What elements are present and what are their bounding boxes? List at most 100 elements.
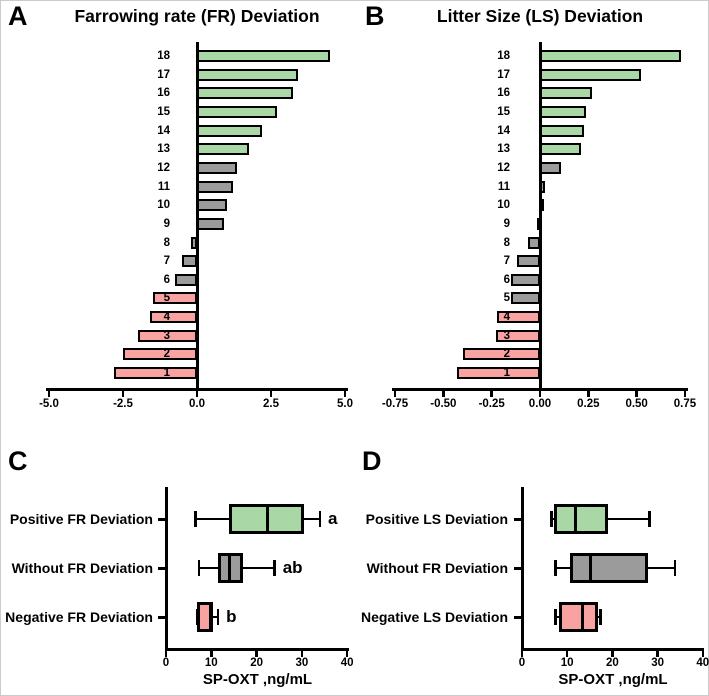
panel-label-c: C bbox=[8, 446, 28, 476]
bar-number-label: 18 bbox=[157, 50, 170, 62]
x-axis-tick bbox=[635, 391, 638, 397]
bar-number-label: 4 bbox=[503, 311, 510, 324]
whisker-high-line bbox=[213, 615, 219, 619]
bar-number-label: 2 bbox=[503, 348, 510, 361]
x-axis-tick bbox=[683, 391, 687, 397]
bar-number-label: 9 bbox=[503, 217, 510, 230]
x-axis-line bbox=[164, 648, 349, 651]
median-line bbox=[573, 504, 577, 534]
box bbox=[570, 553, 649, 583]
x-tick-label: 0.75 bbox=[673, 398, 697, 410]
bar-number-label: 17 bbox=[157, 68, 170, 81]
category-tick bbox=[514, 566, 522, 570]
whisker-high-cap bbox=[216, 609, 220, 625]
whisker-high-cap bbox=[273, 560, 276, 576]
x-tick-label: 40 bbox=[340, 657, 354, 669]
x-axis-tick bbox=[121, 391, 125, 397]
x-tick-label: 0.0 bbox=[189, 398, 205, 410]
bar-number-label: 5 bbox=[503, 292, 510, 305]
x-tick-label: -2.5 bbox=[113, 398, 133, 410]
whisker-high-cap bbox=[648, 511, 651, 527]
x-axis-tick bbox=[611, 651, 614, 657]
bar-number-label: 2 bbox=[163, 348, 170, 361]
whisker-low-cap bbox=[554, 609, 557, 625]
x-axis-line bbox=[46, 388, 348, 391]
bar-number-label: 7 bbox=[503, 255, 510, 268]
x-tick-label: 0 bbox=[162, 657, 170, 669]
significance-label: ab bbox=[282, 558, 303, 577]
x-tick-label: 0.50 bbox=[625, 398, 648, 410]
bar-number-label: 1 bbox=[503, 367, 510, 380]
bar-number-label: 11 bbox=[497, 180, 510, 193]
significance-label: b bbox=[226, 607, 237, 626]
x-axis-tick bbox=[210, 651, 213, 657]
bar-number-label: 8 bbox=[163, 236, 170, 249]
x-axis-tick bbox=[164, 651, 168, 657]
whisker-high-line bbox=[607, 517, 650, 521]
whisker-low-cap bbox=[194, 511, 197, 527]
bar-number-label: 18 bbox=[497, 50, 510, 62]
bar-number-label: 1 bbox=[163, 367, 170, 380]
x-tick-label: 40 bbox=[696, 657, 709, 669]
x-axis-line bbox=[392, 388, 688, 391]
x-axis-tick bbox=[442, 391, 445, 397]
bar-number-label: 9 bbox=[163, 217, 170, 230]
category-tick bbox=[158, 517, 166, 521]
x-tick-label: 20 bbox=[605, 657, 619, 669]
x-tick-label: 5.0 bbox=[337, 398, 353, 410]
x-axis-tick bbox=[656, 651, 659, 657]
y-axis-line bbox=[164, 487, 168, 651]
x-tick-label: -0.50 bbox=[430, 398, 457, 410]
x-axis-tick bbox=[587, 391, 590, 397]
y-axis-line bbox=[520, 487, 524, 651]
bar-number-label: 13 bbox=[157, 143, 170, 156]
bar-number-label: 7 bbox=[163, 255, 170, 268]
category-tick bbox=[514, 517, 522, 521]
bar-number-label: 15 bbox=[157, 105, 170, 118]
bar-number-label: 14 bbox=[497, 124, 510, 137]
bar-number-label: 8 bbox=[503, 236, 510, 249]
category-tick bbox=[158, 615, 166, 619]
whisker-high-cap bbox=[599, 609, 602, 625]
bar-number-label: 15 bbox=[497, 105, 510, 118]
x-axis-tick bbox=[393, 391, 397, 397]
bar-number-label: 16 bbox=[157, 87, 170, 100]
bar-number-label: 4 bbox=[163, 311, 170, 324]
x-axis-tick bbox=[345, 651, 349, 657]
whisker-low-line bbox=[199, 566, 219, 570]
x-axis-tick bbox=[47, 391, 51, 397]
x-axis-line bbox=[520, 648, 704, 651]
x-axis-tick bbox=[520, 651, 524, 657]
x-tick-label: -0.25 bbox=[478, 398, 505, 410]
zero-axis-line bbox=[195, 42, 199, 391]
x-tick-label: -5.0 bbox=[39, 398, 59, 410]
x-tick-label: 0.25 bbox=[577, 398, 600, 410]
x-tick-label: 20 bbox=[250, 657, 263, 669]
x-axis-tick bbox=[538, 391, 542, 397]
x-tick-label: 10 bbox=[560, 657, 574, 669]
bar-number-label: 3 bbox=[163, 329, 170, 342]
panel-label-d: D bbox=[362, 446, 382, 476]
whisker-high-cap bbox=[318, 511, 322, 527]
x-axis-tick bbox=[195, 391, 199, 397]
bar-number-label: 10 bbox=[157, 199, 170, 212]
x-tick-label: -0.75 bbox=[381, 398, 409, 410]
category-tick bbox=[158, 566, 166, 570]
whisker-low-line bbox=[555, 615, 559, 619]
x-tick-label: 10 bbox=[204, 657, 218, 669]
bar-number-label: 16 bbox=[497, 87, 510, 100]
x-tick-label: 0 bbox=[518, 657, 526, 669]
x-tick-label: 2.5 bbox=[263, 398, 279, 410]
bar-number-label: 12 bbox=[497, 161, 510, 174]
bar-number-label: 14 bbox=[157, 124, 170, 137]
x-tick-label: 0.00 bbox=[528, 398, 552, 410]
bar-number-label: 17 bbox=[497, 68, 510, 81]
median-line bbox=[588, 553, 592, 583]
x-axis-tick bbox=[269, 391, 273, 397]
